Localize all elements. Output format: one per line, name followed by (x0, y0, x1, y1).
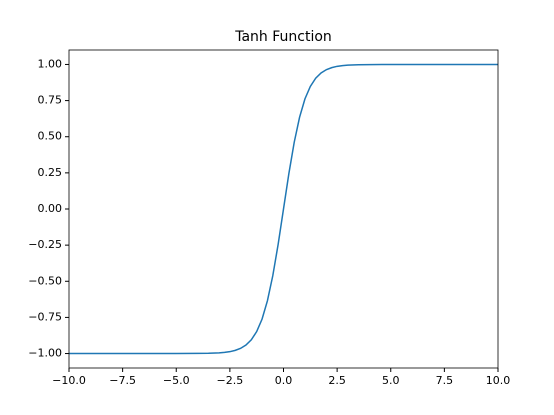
line-series (69, 63, 498, 355)
y-tick-label: 0.75 (38, 94, 63, 107)
y-tick-label: 0.25 (38, 166, 63, 179)
x-tick-label: −2.5 (217, 374, 244, 387)
y-tick-label: −0.50 (28, 274, 62, 287)
y-tick-label: −1.00 (28, 347, 62, 360)
y-tick-label: −0.25 (28, 238, 62, 251)
axes-frame (68, 49, 499, 369)
x-tick-label: −10.0 (52, 374, 86, 387)
x-tick-label: −7.5 (109, 374, 136, 387)
y-tick-label: 0.50 (38, 130, 63, 143)
x-tick-label: 2.5 (328, 374, 346, 387)
y-tick-label: 0.00 (38, 202, 63, 215)
x-tick-label: 0.0 (275, 374, 293, 387)
x-tick-label: 7.5 (436, 374, 454, 387)
x-tick-label: 10.0 (486, 374, 511, 387)
chart-title: Tanh Function (234, 29, 332, 45)
x-tick-label: −5.0 (163, 374, 190, 387)
y-tick-label: −0.75 (28, 310, 62, 323)
x-tick-label: 5.0 (382, 374, 400, 387)
y-tick-label: 1.00 (38, 57, 63, 70)
